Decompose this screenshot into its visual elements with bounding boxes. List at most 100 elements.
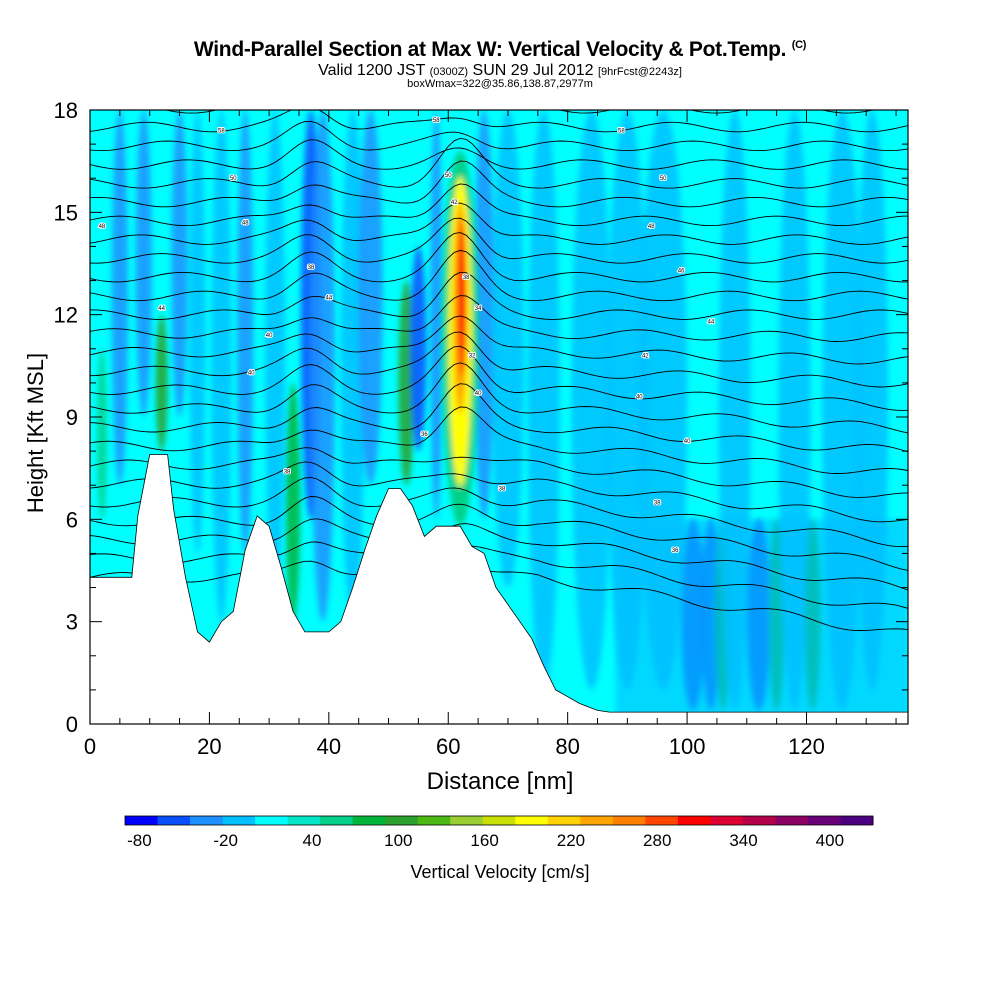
y-axis-label: Height [Kft MSL] bbox=[23, 352, 48, 514]
contour-label: 44 bbox=[158, 306, 165, 312]
theta-contour-line bbox=[90, 160, 908, 208]
colorbar-swatch bbox=[645, 816, 679, 825]
theta-contours bbox=[90, 110, 908, 631]
colorbar-swatch bbox=[287, 816, 321, 825]
colorbar-tick-label: 340 bbox=[729, 831, 757, 850]
contour-label: 38 bbox=[499, 487, 506, 493]
contour-label: 50 bbox=[660, 176, 667, 182]
theta-contour-line bbox=[90, 271, 908, 320]
theta-contour-line bbox=[90, 295, 908, 342]
x-tick-label: 100 bbox=[669, 734, 706, 759]
velocity-streak bbox=[398, 280, 415, 486]
velocity-streak bbox=[571, 110, 612, 690]
velocity-streak bbox=[358, 110, 383, 486]
contour-label: 58 bbox=[618, 128, 625, 134]
boxwmax-line: boxWmax=322@35.86,138.87,2977m bbox=[407, 78, 593, 90]
theta-contour-line bbox=[90, 496, 908, 571]
colorbar-swatch bbox=[775, 816, 809, 825]
theta-contour-line bbox=[90, 139, 908, 170]
colorbar-swatch bbox=[580, 816, 614, 825]
velocity-streak bbox=[237, 110, 254, 554]
contour-label: 44 bbox=[708, 319, 715, 325]
x-tick-label: 60 bbox=[436, 734, 460, 759]
colorbar-swatch bbox=[612, 816, 646, 825]
contour-label: 36 bbox=[421, 432, 428, 438]
colorbar: -80 -20 40 100 160 220 280 340 400 bbox=[124, 815, 874, 850]
theta-contour-line bbox=[90, 315, 908, 365]
contour-label: 48 bbox=[99, 224, 106, 230]
contour-label: 40 bbox=[248, 371, 255, 377]
colorbar-tick-label: 160 bbox=[470, 831, 498, 850]
contour-label: 32 bbox=[469, 354, 476, 360]
valid-date: SUN 29 Jul 2012 bbox=[472, 62, 594, 79]
x-tick-label: 20 bbox=[197, 734, 221, 759]
colorbar-swatch bbox=[515, 816, 549, 825]
contour-label: 48 bbox=[648, 224, 655, 230]
colorbar-swatch bbox=[677, 816, 711, 825]
copyright-mark: (C) bbox=[791, 39, 807, 51]
theta-contour-line bbox=[90, 518, 908, 591]
theta-contour-line bbox=[90, 541, 908, 609]
x-tick-label: 40 bbox=[317, 734, 341, 759]
colorbar-tick-label: -80 bbox=[127, 831, 152, 850]
velocity-streak bbox=[410, 246, 427, 452]
colorbar-swatch bbox=[547, 816, 581, 825]
terrain bbox=[90, 454, 908, 724]
y-tick-label: 18 bbox=[54, 98, 78, 123]
velocity-streak bbox=[340, 110, 365, 622]
colorbar-tick-label: 100 bbox=[384, 831, 412, 850]
colorbar-swatch bbox=[320, 816, 354, 825]
x-axis-label: Distance [nm] bbox=[426, 768, 574, 795]
velocity-streak bbox=[430, 110, 443, 520]
velocity-streak bbox=[97, 348, 107, 520]
contour-label: 50 bbox=[445, 173, 452, 179]
contour-label: 38 bbox=[654, 500, 661, 506]
theta-contour-line bbox=[90, 560, 908, 631]
theta-contour-line bbox=[90, 137, 908, 189]
contour-label: 34 bbox=[475, 306, 482, 312]
y-tick-label: 12 bbox=[54, 303, 78, 328]
contour-label: 42 bbox=[451, 200, 458, 206]
colorbar-swatch bbox=[417, 816, 451, 825]
contour-label: 58 bbox=[433, 118, 440, 124]
contour-label: 40 bbox=[475, 391, 482, 397]
colorbar-swatch bbox=[190, 816, 224, 825]
theta-contour-line bbox=[90, 249, 908, 302]
theta-contour-line bbox=[90, 217, 908, 264]
contour-label: 50 bbox=[230, 176, 237, 182]
y-tick-label: 15 bbox=[54, 200, 78, 225]
colorbar-swatch bbox=[482, 816, 516, 825]
y-tick-label: 0 bbox=[66, 712, 78, 737]
colorbar-tick-label: 400 bbox=[816, 831, 844, 850]
valid-utc: (0300Z) bbox=[429, 66, 469, 78]
velocity-streak bbox=[189, 110, 206, 554]
x-tick-label: 0 bbox=[84, 734, 96, 759]
velocity-streak bbox=[211, 110, 232, 622]
colorbar-swatch bbox=[710, 816, 744, 825]
theta-contour-line bbox=[90, 183, 908, 227]
contour-label: 40 bbox=[636, 395, 643, 401]
colorbar-swatch bbox=[352, 816, 386, 825]
velocity-streak bbox=[474, 110, 495, 520]
theta-contour-line bbox=[90, 120, 908, 152]
colorbar-swatch bbox=[840, 816, 874, 825]
colorbar-frame bbox=[124, 815, 874, 826]
theta-contour-line bbox=[90, 447, 908, 498]
chart-title: Wind-Parallel Section at Max W: Vertical… bbox=[0, 38, 1000, 62]
velocity-streak bbox=[265, 110, 286, 588]
colorbar-label: Vertical Velocity [cm/s] bbox=[410, 862, 590, 882]
theta-contour-line bbox=[90, 477, 908, 548]
contour-label: 44 bbox=[325, 296, 332, 302]
colorbar-tick-label: 40 bbox=[303, 831, 322, 850]
velocity-streak bbox=[285, 382, 301, 622]
colorbar-tick-label: 280 bbox=[643, 831, 671, 850]
colorbar-swatch bbox=[450, 816, 484, 825]
colorbar-swatch bbox=[125, 816, 159, 825]
y-tick-label: 3 bbox=[66, 610, 78, 635]
theta-contour-line bbox=[90, 362, 908, 434]
theta-contour-line bbox=[90, 232, 908, 283]
low-level-band bbox=[615, 519, 908, 724]
updraft-max bbox=[457, 219, 466, 377]
colorbar-swatch bbox=[255, 816, 289, 825]
theta-contour-line bbox=[90, 406, 908, 474]
